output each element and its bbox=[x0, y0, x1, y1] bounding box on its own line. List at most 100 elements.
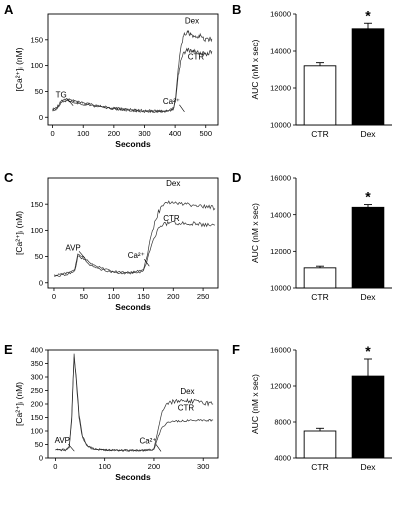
y-tick-label: 50 bbox=[35, 440, 43, 449]
x-tick-label: 250 bbox=[197, 292, 210, 301]
annotation: CTR bbox=[163, 214, 180, 223]
trace-ctr bbox=[55, 357, 214, 452]
y-tick-label: 8000 bbox=[274, 418, 291, 427]
category-label: CTR bbox=[311, 462, 328, 472]
x-tick-label: 200 bbox=[167, 292, 180, 301]
annotation: AVP bbox=[65, 243, 80, 252]
y-tick-label: 0 bbox=[39, 113, 43, 122]
x-tick-label: 50 bbox=[80, 292, 88, 301]
y-tick-label: 100 bbox=[30, 427, 43, 436]
y-tick-label: 400 bbox=[30, 346, 43, 355]
significance-marker: * bbox=[365, 7, 371, 23]
annotation: Ca²⁺ bbox=[139, 436, 156, 445]
annotation: CTR bbox=[178, 403, 195, 412]
panel-b: B 10000 12000 14000 16000 AUC (nM x sec) CTR De… bbox=[232, 2, 392, 139]
panel-e: E 0 100 200 300 0 50 100 150 200 250 300 350 400 Secon… bbox=[4, 342, 219, 482]
category-label: Dex bbox=[360, 462, 376, 472]
y-tick-label: 150 bbox=[30, 200, 43, 209]
annotation-pointer bbox=[68, 443, 75, 452]
y-tick-label: 50 bbox=[35, 87, 43, 96]
trace-ctr bbox=[52, 47, 213, 114]
x-tick-label: 200 bbox=[108, 129, 121, 138]
y-tick-label: 200 bbox=[30, 400, 43, 409]
annotation-pointer bbox=[179, 104, 185, 113]
annotation: Dex bbox=[166, 179, 180, 188]
x-tick-label: 200 bbox=[148, 462, 161, 471]
bar-dex bbox=[351, 28, 385, 126]
y-tick-label: 100 bbox=[30, 226, 43, 235]
y-tick-label: 16000 bbox=[270, 174, 291, 183]
panel-letter: A bbox=[4, 2, 14, 17]
annotation: Dex bbox=[185, 16, 199, 25]
significance-marker: * bbox=[365, 189, 371, 205]
x-tick-label: 100 bbox=[98, 462, 111, 471]
x-tick-label: 300 bbox=[197, 462, 210, 471]
bar-dex bbox=[351, 375, 385, 459]
annotation: CTR bbox=[188, 52, 205, 61]
x-tick-label: 0 bbox=[52, 292, 56, 301]
panel-letter: B bbox=[232, 2, 241, 17]
annotation-pointer bbox=[155, 444, 162, 452]
y-tick-label: 150 bbox=[30, 35, 43, 44]
y-tick-label: 100 bbox=[30, 61, 43, 70]
category-label: Dex bbox=[360, 292, 376, 302]
annotation: Ca²⁺ bbox=[163, 97, 180, 106]
plot-frame bbox=[47, 13, 219, 126]
panel-a: A 0 100 200 300 400 500 0 50 100 150 Seconds [Ca²⁺]ᵢ… bbox=[4, 2, 219, 149]
significance-marker: * bbox=[365, 343, 371, 359]
y-tick-label: 250 bbox=[30, 386, 43, 395]
x-tick-label: 0 bbox=[53, 462, 57, 471]
y-tick-label: 0 bbox=[39, 278, 43, 287]
panel-c: C0 50 100 150 200 250050100150Seconds[Ca²⁺]ᵢ … bbox=[4, 170, 219, 312]
y-tick-label: 16000 bbox=[270, 10, 291, 19]
y-axis-title: [Ca²⁺]ᵢ (nM) bbox=[14, 211, 24, 255]
x-tick-label: 150 bbox=[137, 292, 150, 301]
y-axis-title: AUC (nM x sec) bbox=[250, 374, 260, 434]
y-tick-label: 14000 bbox=[270, 47, 291, 56]
plot-frame bbox=[47, 177, 219, 289]
y-tick-label: 0 bbox=[39, 454, 43, 463]
trace-dex bbox=[53, 200, 216, 276]
y-tick-label: 12000 bbox=[270, 247, 291, 256]
panel-letter: C bbox=[4, 170, 14, 185]
annotation: AVP bbox=[55, 436, 70, 445]
category-label: CTR bbox=[311, 292, 328, 302]
bar-ctr bbox=[303, 65, 337, 126]
y-tick-label: 10000 bbox=[270, 284, 291, 293]
x-tick-label: 100 bbox=[77, 129, 90, 138]
y-axis-title: AUC (nM x sec) bbox=[250, 39, 260, 99]
y-tick-label: 10000 bbox=[270, 121, 291, 130]
y-axis-title: AUC (nM x sec) bbox=[250, 203, 260, 263]
y-tick-label: 14000 bbox=[270, 210, 291, 219]
y-tick-label: 50 bbox=[35, 252, 43, 261]
y-tick-label: 300 bbox=[30, 373, 43, 382]
y-tick-label: 150 bbox=[30, 413, 43, 422]
annotation-pointer bbox=[78, 251, 86, 259]
category-label: CTR bbox=[311, 129, 328, 139]
annotation-pointer bbox=[144, 258, 150, 267]
y-tick-label: 350 bbox=[30, 359, 43, 368]
panel-f: F 4000 8000 12000 16000 AUC (nM x sec) CTR Dex * bbox=[232, 342, 392, 472]
x-tick-label: 400 bbox=[169, 129, 182, 138]
y-axis-title: [Ca²⁺]ᵢ (nM) bbox=[14, 382, 24, 426]
bar-ctr bbox=[303, 430, 337, 459]
bar-ctr bbox=[303, 267, 337, 289]
panel-letter: D bbox=[232, 170, 241, 185]
x-tick-label: 300 bbox=[138, 129, 151, 138]
y-axis-title: [Ca²⁺]ᵢ (nM) bbox=[14, 47, 24, 91]
annotation: TG bbox=[56, 91, 67, 100]
y-tick-label: 16000 bbox=[270, 346, 291, 355]
x-axis-title: Seconds bbox=[115, 472, 151, 482]
y-tick-label: 4000 bbox=[274, 454, 291, 463]
x-tick-label: 0 bbox=[51, 129, 55, 138]
y-tick-label: 12000 bbox=[270, 84, 291, 93]
x-axis-title: Seconds bbox=[115, 302, 151, 312]
trace-ctr bbox=[53, 220, 216, 277]
category-label: Dex bbox=[360, 129, 376, 139]
annotation-pointer bbox=[66, 98, 74, 106]
annotation: Ca²⁺ bbox=[128, 251, 145, 260]
x-tick-label: 100 bbox=[107, 292, 120, 301]
panel-letter: E bbox=[4, 342, 13, 357]
panel-d: D 10000 12000 14000 16000 AUC (nM x sec) CTR De… bbox=[232, 170, 392, 302]
